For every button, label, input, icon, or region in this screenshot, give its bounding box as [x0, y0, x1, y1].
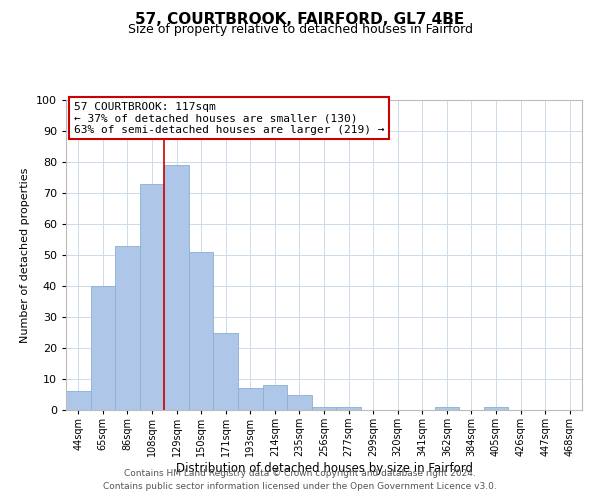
Bar [140, 184, 164, 410]
Bar [434, 407, 459, 410]
Bar [164, 165, 189, 410]
Bar [484, 407, 508, 410]
Text: Contains HM Land Registry data © Crown copyright and database right 2024.: Contains HM Land Registry data © Crown c… [124, 468, 476, 477]
X-axis label: Distribution of detached houses by size in Fairford: Distribution of detached houses by size … [176, 462, 473, 475]
Text: Contains public sector information licensed under the Open Government Licence v3: Contains public sector information licen… [103, 482, 497, 491]
Bar [287, 394, 312, 410]
Y-axis label: Number of detached properties: Number of detached properties [20, 168, 31, 342]
Bar [336, 407, 361, 410]
Bar [115, 246, 140, 410]
Text: Size of property relative to detached houses in Fairford: Size of property relative to detached ho… [128, 24, 473, 36]
Text: 57 COURTBROOK: 117sqm
← 37% of detached houses are smaller (130)
63% of semi-det: 57 COURTBROOK: 117sqm ← 37% of detached … [74, 102, 384, 134]
Text: 57, COURTBROOK, FAIRFORD, GL7 4BE: 57, COURTBROOK, FAIRFORD, GL7 4BE [136, 12, 464, 28]
Bar [263, 385, 287, 410]
Bar [312, 407, 336, 410]
Bar [66, 392, 91, 410]
Bar [91, 286, 115, 410]
Bar [189, 252, 214, 410]
Bar [238, 388, 263, 410]
Bar [214, 332, 238, 410]
